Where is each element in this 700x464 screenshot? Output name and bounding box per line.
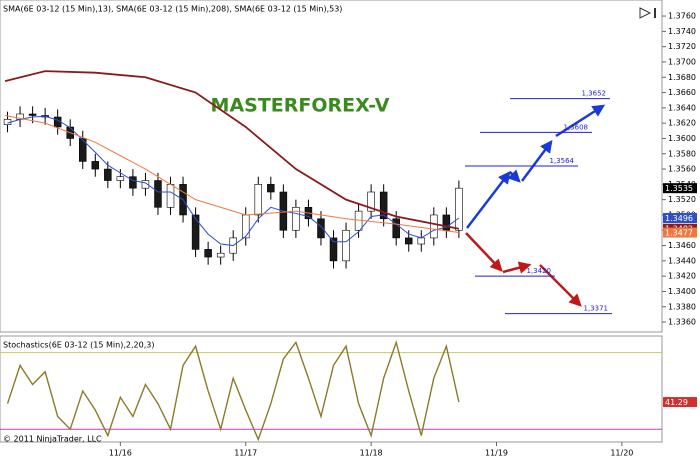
arrow xyxy=(507,169,521,183)
candle-body xyxy=(367,191,375,212)
pause-icon[interactable] xyxy=(654,8,656,18)
stochastics-panel xyxy=(0,335,663,443)
candle-body xyxy=(216,252,225,258)
indicator-legend: SMA(6E 03-12 (15 Min),13), SMA(6E 03-12 … xyxy=(3,5,342,14)
y-tick-label: 1.3380 xyxy=(668,302,696,311)
candle-body xyxy=(116,176,125,181)
candle-body xyxy=(430,214,438,239)
y-tick-label: 1.3400 xyxy=(668,287,696,296)
x-tick-label: 11/17 xyxy=(234,449,257,458)
candle-body xyxy=(28,113,37,116)
x-tick-label: 11/16 xyxy=(109,449,132,458)
arrow xyxy=(502,261,532,274)
candle-body xyxy=(166,184,175,208)
candle-body xyxy=(91,161,100,170)
candle-body xyxy=(329,237,338,262)
candle-body xyxy=(129,176,137,189)
candle-body xyxy=(104,168,112,181)
close-tag: 1.3535 xyxy=(665,184,693,193)
y-tick-label: 1.3600 xyxy=(668,134,696,143)
y-tick-label: 1.3720 xyxy=(668,42,696,51)
play-icon[interactable] xyxy=(639,7,652,19)
candle-body xyxy=(455,187,463,231)
sma-tag: 1.3496 xyxy=(665,214,693,223)
y-tick-label: 1.3640 xyxy=(668,103,696,112)
sma-tag-bg xyxy=(663,213,697,224)
stochastics-tag: 41.29 xyxy=(665,398,688,407)
y-tick-label: 1.3440 xyxy=(668,256,696,265)
stochastics-tag-bg xyxy=(663,397,697,408)
y-tick-label: 1.3620 xyxy=(668,119,696,128)
x-tick-label: 11/20 xyxy=(610,449,633,458)
candle-body xyxy=(417,237,426,245)
y-tick-label: 1.3760 xyxy=(668,12,696,21)
chart-title: MASTERFOREX-V xyxy=(211,95,390,117)
arrow xyxy=(466,171,511,229)
y-tick-label: 1.3460 xyxy=(668,241,696,250)
arrow xyxy=(555,104,606,138)
candle-body xyxy=(379,191,388,220)
candle-body xyxy=(317,218,325,239)
candle-body xyxy=(267,184,275,193)
x-tick-label: 11/19 xyxy=(485,449,508,458)
candle-body xyxy=(292,207,300,231)
y-tick-label: 1.3520 xyxy=(668,195,696,204)
candle-body xyxy=(404,237,413,245)
level-label: 1,3652 xyxy=(582,90,607,98)
level-label: 1,3608 xyxy=(564,123,589,131)
forecast-arrows xyxy=(465,104,606,307)
y-tick-label: 1.3660 xyxy=(668,88,696,97)
sma-line xyxy=(7,115,460,247)
stochastics-label: Stochastics(6E 03-12 (15 Min),2,20,3) xyxy=(3,341,154,350)
level-label: 1,3420 xyxy=(527,267,552,275)
candle-body xyxy=(154,180,162,208)
sma-line xyxy=(4,115,459,234)
toolbar-icons[interactable] xyxy=(639,7,656,19)
candle-body xyxy=(342,229,350,262)
sma-tag-bg xyxy=(663,227,697,238)
candle-body xyxy=(204,249,212,258)
copyright: © 2011 NinjaTrader, LLC xyxy=(3,435,102,444)
sma-line xyxy=(4,70,460,230)
y-tick-label: 1.3580 xyxy=(668,149,696,158)
y-tick-label: 1.3680 xyxy=(668,73,696,82)
level-label: 1,3371 xyxy=(584,305,609,313)
candle-body xyxy=(392,218,400,239)
level-label: 1,3564 xyxy=(550,157,575,165)
arrow xyxy=(539,264,582,307)
y-tick-label: 1.3560 xyxy=(668,165,696,174)
candle-body xyxy=(141,180,150,189)
candle-body xyxy=(254,184,263,216)
arrow xyxy=(465,232,503,272)
close-tag-bg xyxy=(663,183,697,194)
candle-body xyxy=(79,138,87,162)
x-tick-label: 11/18 xyxy=(360,449,383,458)
candle-body xyxy=(442,214,451,231)
candle-body xyxy=(241,214,250,239)
y-tick-label: 1.3420 xyxy=(668,272,696,281)
y-tick-label: 1.3740 xyxy=(668,27,696,36)
arrow xyxy=(520,139,553,182)
sma-tag: 1.3477 xyxy=(665,229,693,238)
candle-body xyxy=(191,214,200,250)
y-tick-label: 1.3700 xyxy=(668,57,696,66)
y-tick-label: 1.3360 xyxy=(668,318,696,327)
stochastics-line xyxy=(6,339,460,442)
